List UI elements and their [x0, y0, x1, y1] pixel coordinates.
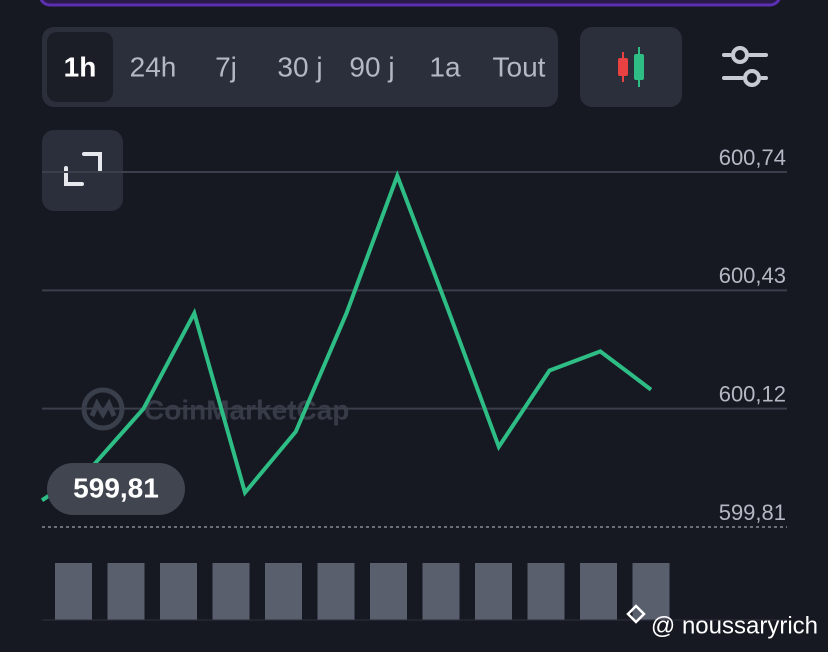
expand-icon [64, 152, 102, 186]
volume-bar [160, 563, 197, 620]
volume-bar [370, 563, 407, 620]
volume-bar [422, 563, 460, 620]
volume-bar [55, 563, 92, 620]
range-button[interactable]: 24h [130, 51, 177, 82]
credit-logo [626, 604, 646, 624]
credit: @ noussaryrich [651, 612, 818, 639]
range-selected-bg [47, 32, 113, 102]
range-button[interactable]: 30 j [277, 51, 322, 82]
candle-button[interactable] [580, 27, 682, 107]
volume-bar [212, 563, 250, 620]
volume-bar [632, 563, 670, 620]
y-tick-label: 600,12 [719, 381, 786, 406]
expand-button[interactable] [42, 130, 123, 211]
volume-bar [265, 563, 302, 620]
settings-icon[interactable] [722, 46, 768, 87]
range-button[interactable]: 90 j [349, 51, 394, 82]
volume-bar [580, 563, 617, 620]
volume-bar [527, 563, 565, 620]
candle-icon [634, 54, 644, 80]
y-tick-label: 600,43 [719, 263, 786, 288]
price-line [40, 170, 653, 502]
range-button[interactable]: 1a [429, 51, 461, 82]
price-badge [47, 463, 185, 515]
volume-bar [317, 563, 355, 620]
price-badge-label: 599,81 [73, 472, 159, 503]
watermark: CoinMarketCap [144, 394, 349, 425]
range-button[interactable]: 1h [64, 51, 97, 82]
range-button[interactable]: 7j [215, 51, 237, 82]
range-group [42, 27, 558, 107]
volume-bar [107, 563, 145, 620]
y-tick-label: 599,81 [719, 500, 786, 525]
candle-icon [618, 58, 628, 76]
volume-bar [475, 563, 512, 620]
range-button[interactable]: Tout [493, 51, 546, 82]
top-banner [39, 0, 781, 7]
y-tick-label: 600,74 [719, 145, 786, 170]
